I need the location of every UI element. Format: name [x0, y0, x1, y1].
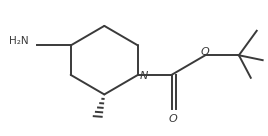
Text: O: O [201, 47, 210, 57]
Text: H₂N: H₂N [9, 36, 29, 46]
Text: O: O [168, 114, 177, 124]
Text: N: N [140, 71, 148, 81]
